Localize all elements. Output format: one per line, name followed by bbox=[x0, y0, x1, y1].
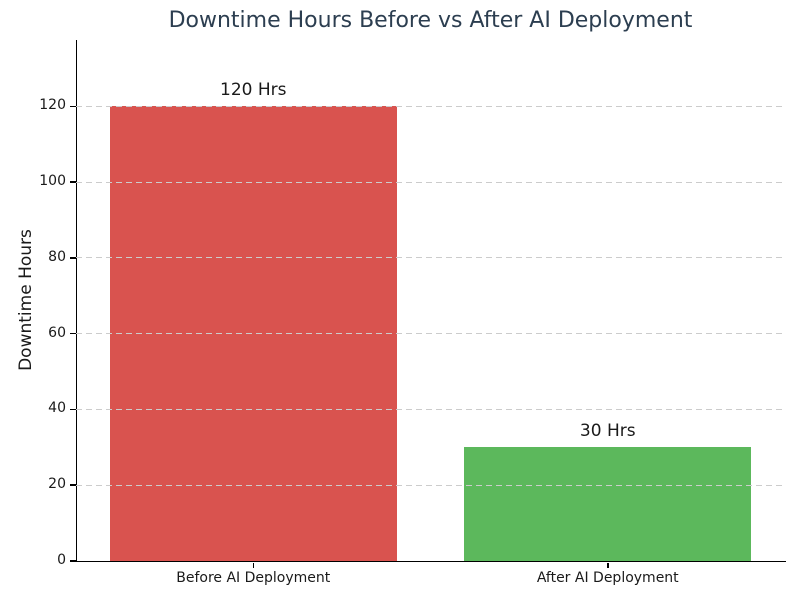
x-tick-mark bbox=[252, 562, 254, 568]
y-tick-label-60: 60 bbox=[48, 324, 66, 341]
gridline-y-80 bbox=[76, 257, 785, 259]
bar-value-label-after-ai-deployment: 30 Hrs bbox=[579, 421, 636, 442]
y-tick-mark bbox=[70, 105, 76, 108]
x-tick-mark bbox=[607, 562, 609, 568]
y-tick-label-0: 0 bbox=[57, 552, 66, 568]
y-tick-mark bbox=[70, 257, 76, 259]
bar-value-label-before-ai-deployment: 120 Hrs bbox=[220, 80, 287, 101]
y-tick-label-20: 20 bbox=[48, 476, 66, 493]
y-tick-label-100: 100 bbox=[39, 173, 66, 190]
gridline-y-20 bbox=[76, 484, 785, 486]
y-tick-mark bbox=[70, 484, 76, 486]
gridline-y-60 bbox=[76, 333, 785, 335]
y-tick-mark bbox=[70, 332, 76, 335]
y-tick-mark bbox=[70, 408, 76, 411]
gridline-y-40 bbox=[76, 408, 785, 410]
gridline-y-100 bbox=[76, 181, 785, 183]
y-tick-mark bbox=[70, 181, 76, 183]
x-tick-label-after-ai-deployment: After AI Deployment bbox=[536, 570, 679, 586]
plot-area bbox=[76, 40, 786, 562]
y-tick-label-120: 120 bbox=[39, 97, 66, 114]
gridline-y-120 bbox=[76, 105, 785, 107]
y-tick-label-80: 80 bbox=[48, 248, 66, 265]
bar-after-ai-deployment bbox=[464, 447, 752, 561]
x-tick-label-before-ai-deployment: Before AI Deployment bbox=[176, 570, 331, 586]
y-tick-label-40: 40 bbox=[48, 400, 66, 417]
y-tick-mark bbox=[70, 560, 76, 562]
chart-title: Downtime Hours Before vs After AI Deploy… bbox=[168, 8, 693, 33]
